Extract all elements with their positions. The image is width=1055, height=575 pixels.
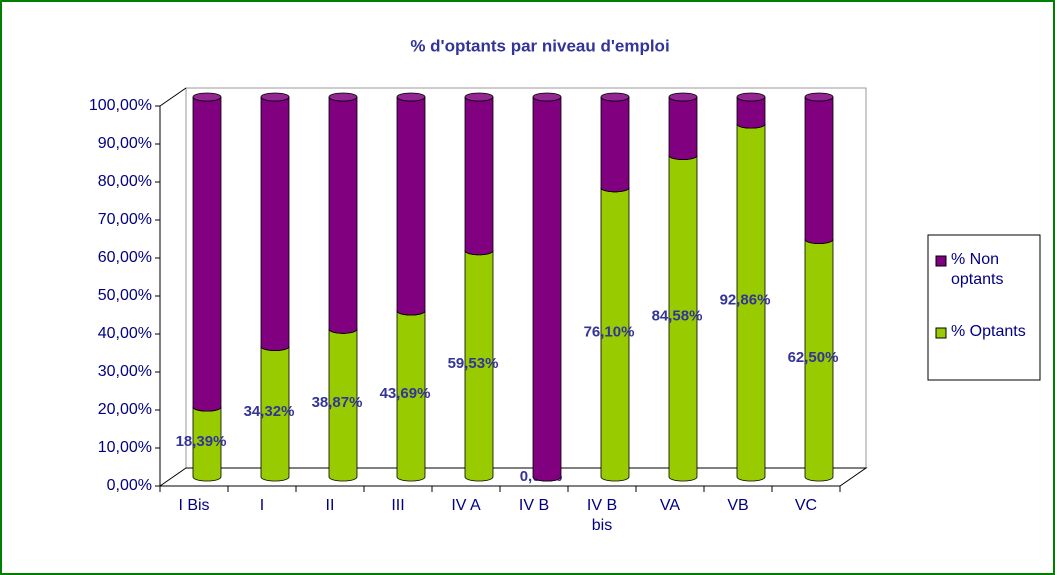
x-tick-label: I — [259, 497, 265, 514]
y-tick-label: 30,00% — [98, 363, 152, 380]
cylinder-top — [328, 92, 358, 102]
data-label: 43,69% — [380, 385, 431, 402]
cylinder-segment — [192, 96, 222, 412]
data-label: 38,87% — [312, 394, 363, 411]
y-axis-depth — [159, 87, 187, 107]
x-tick-label: IV B bis — [586, 497, 618, 534]
x-tick-label: III — [391, 497, 405, 514]
cylinder-top — [464, 92, 494, 102]
y-tick-label: 100,00% — [89, 97, 152, 114]
x-tick-label: VB — [727, 497, 749, 514]
data-label: 92,86% — [720, 292, 771, 309]
cylinder-top — [260, 92, 290, 102]
y-tick-label: 50,00% — [98, 287, 152, 304]
y-tick-label: 40,00% — [98, 325, 152, 342]
x-tick-label: VA — [659, 497, 681, 514]
cylinder-top — [804, 92, 834, 102]
x-tick-label: IV A — [451, 497, 481, 514]
cylinder-segment — [668, 96, 698, 160]
legend-swatch — [935, 327, 947, 339]
cylinder-segment — [804, 96, 834, 244]
x-tick-label: II — [325, 497, 335, 514]
y-tick-label: 0,00% — [107, 477, 152, 494]
y-tick-label: 80,00% — [98, 173, 152, 190]
data-label: 76,10% — [584, 323, 635, 340]
data-label: 18,39% — [176, 433, 227, 450]
legend-label: % Optants — [951, 323, 1026, 340]
chart-title: % d'optants par niveau d'emploi — [410, 36, 669, 55]
cylinder-top — [600, 92, 630, 102]
y-tick-label: 70,00% — [98, 211, 152, 228]
x-tick-label: IV B — [518, 497, 550, 514]
legend-swatch — [935, 255, 947, 267]
cylinder-segment — [396, 96, 426, 316]
cylinder-segment — [464, 96, 494, 256]
data-label: 62,50% — [788, 349, 839, 366]
data-label: 34,32% — [244, 403, 295, 420]
cylinder-top — [192, 92, 222, 102]
cylinder-segment — [736, 96, 766, 129]
y-tick-label: 60,00% — [98, 249, 152, 266]
data-label: 59,53% — [448, 355, 499, 372]
cylinder-top — [668, 92, 698, 102]
cylinder-top — [736, 92, 766, 102]
legend-box — [927, 234, 1041, 381]
y-tick-label: 90,00% — [98, 135, 152, 152]
x-tick-label: VC — [794, 497, 818, 514]
cylinder-segment — [260, 96, 290, 351]
cylinder-segment — [532, 96, 562, 482]
cylinder-segment — [328, 96, 358, 334]
cylinder-top — [532, 92, 562, 102]
x-tick-label: I Bis — [178, 497, 210, 514]
cylinder-top — [396, 92, 426, 102]
legend-label: % Non optants — [951, 251, 1004, 288]
y-tick-label: 20,00% — [98, 401, 152, 418]
data-label: 84,58% — [652, 307, 703, 324]
cylinder-segment — [600, 96, 630, 193]
y-tick-label: 10,00% — [98, 439, 152, 456]
